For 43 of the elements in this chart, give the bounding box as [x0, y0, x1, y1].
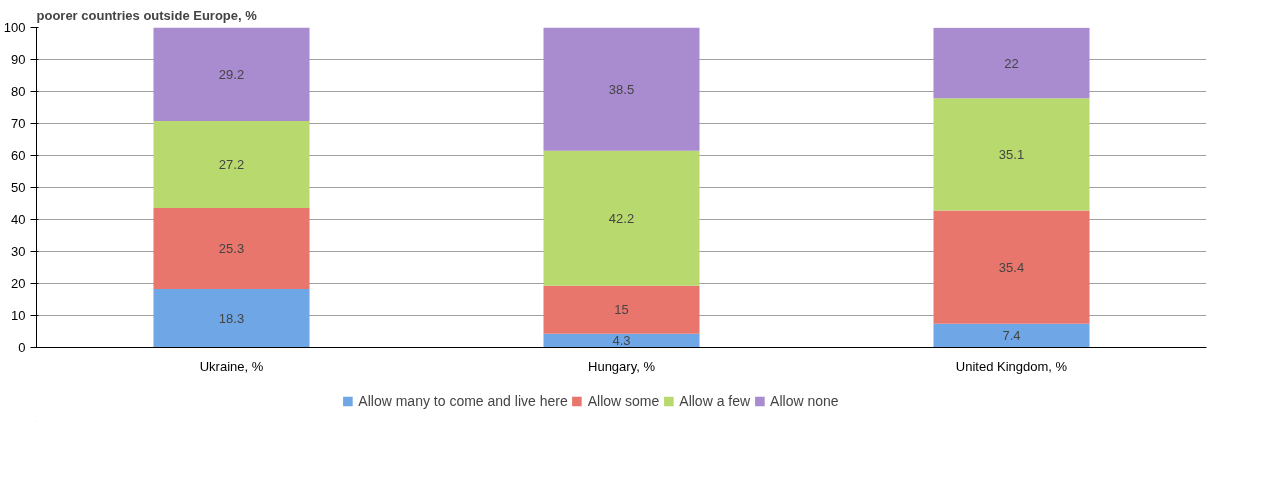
bar — [153, 288, 310, 348]
x-tick-label: Ukraine, % — [199, 358, 264, 374]
y-tick-label: 10 — [11, 308, 26, 323]
legend-label: Allow a few — [679, 393, 751, 409]
bar — [543, 333, 700, 348]
data-label: 15 — [614, 302, 629, 318]
legend-label: Allow some — [587, 393, 660, 409]
bar — [543, 285, 700, 334]
x-tick-label: United Kingdom, % — [955, 358, 1068, 374]
y-tick-label: 30 — [11, 244, 26, 259]
data-label: 35.1 — [998, 146, 1025, 162]
data-label: 25.3 — [218, 240, 245, 256]
chart-title: poorer countries outside Europe, % — [36, 7, 258, 23]
bar — [933, 210, 1090, 324]
legend-label: Allow many to come and live here — [358, 393, 568, 409]
bar — [153, 27, 310, 121]
bar — [933, 27, 1090, 99]
bar — [153, 120, 310, 208]
y-tick-label: 40 — [11, 212, 26, 227]
bar — [543, 150, 700, 286]
bar — [543, 27, 700, 151]
y-tick-label: 50 — [11, 180, 26, 195]
data-label: 4.3 — [612, 333, 631, 349]
y-tick-label: 20 — [11, 276, 26, 291]
data-label: 22 — [1004, 55, 1019, 71]
data-label: 42.2 — [608, 210, 635, 226]
data-label: 7.4 — [1002, 328, 1021, 344]
x-tick-label: Hungary, % — [588, 358, 656, 374]
data-label: 27.2 — [218, 156, 245, 172]
data-label: 18.3 — [218, 310, 245, 326]
y-tick-label: 90 — [11, 52, 26, 67]
data-label: 29.2 — [218, 66, 245, 82]
bar — [153, 207, 310, 289]
bar — [933, 323, 1090, 348]
legend-label: Allow none — [770, 393, 839, 409]
y-tick-label: 0 — [18, 340, 26, 355]
y-tick-label: 60 — [11, 148, 26, 163]
y-tick-label: 80 — [11, 84, 26, 99]
y-tick-label: 100 — [3, 20, 26, 35]
y-tick-label: 70 — [11, 116, 26, 131]
data-label: 38.5 — [608, 81, 635, 97]
bar — [933, 98, 1090, 211]
data-label: 35.4 — [998, 259, 1025, 275]
